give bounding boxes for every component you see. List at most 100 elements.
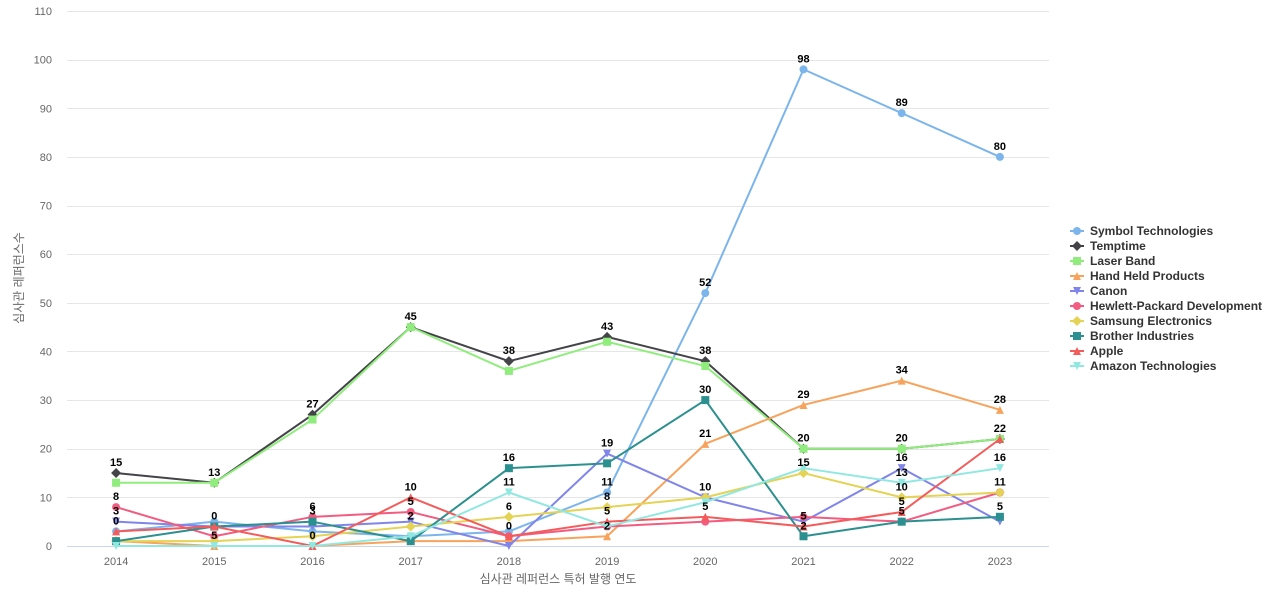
legend-item-hand-held-products[interactable]: Hand Held Products xyxy=(1070,269,1205,283)
data-point[interactable] xyxy=(112,478,121,487)
legend-symbol[interactable] xyxy=(1073,272,1081,280)
data-point[interactable] xyxy=(406,323,415,332)
data-point[interactable] xyxy=(897,478,906,487)
legend-symbol[interactable] xyxy=(1073,362,1081,370)
legend-item-canon[interactable]: Canon xyxy=(1070,284,1127,298)
data-point[interactable] xyxy=(504,532,513,541)
data-point[interactable] xyxy=(405,521,416,532)
data-point[interactable] xyxy=(603,337,612,346)
data-point[interactable] xyxy=(112,537,121,546)
data-label: 45 xyxy=(405,311,417,323)
legend-symbol[interactable] xyxy=(1073,287,1081,295)
legend-symbol[interactable] xyxy=(1073,227,1081,235)
data-point[interactable] xyxy=(603,522,612,531)
data-point[interactable] xyxy=(701,362,710,371)
series-samsung-electronics[interactable] xyxy=(111,468,1005,547)
legend-item-brother-industries[interactable]: Brother Industries xyxy=(1070,329,1194,343)
legend-symbol[interactable] xyxy=(1073,347,1081,355)
data-point[interactable] xyxy=(602,502,613,513)
data-label: 2 xyxy=(604,520,610,532)
data-point[interactable] xyxy=(799,532,808,541)
data-point[interactable] xyxy=(308,542,317,550)
legend-item-samsung-electronics[interactable]: Samsung Electronics xyxy=(1070,314,1212,328)
x-axis-title: 심사관 레퍼런스 특허 발행 연도 xyxy=(480,571,637,586)
data-point[interactable] xyxy=(897,444,906,453)
data-point[interactable] xyxy=(799,512,808,521)
data-point[interactable] xyxy=(701,512,710,521)
data-point[interactable] xyxy=(112,503,121,512)
data-point[interactable] xyxy=(112,542,121,550)
legend-item-laser-band[interactable]: Laser Band xyxy=(1070,254,1155,268)
data-point[interactable] xyxy=(995,405,1004,414)
data-point[interactable] xyxy=(504,366,513,375)
legend-symbol[interactable] xyxy=(1072,241,1082,251)
data-point[interactable] xyxy=(406,537,415,546)
series-laser-band[interactable] xyxy=(112,323,1004,487)
data-point[interactable] xyxy=(896,492,907,503)
legend-symbol[interactable] xyxy=(1073,257,1081,265)
data-point[interactable] xyxy=(210,542,219,550)
data-point[interactable] xyxy=(995,435,1004,443)
legend-item-symbol-technologies[interactable]: Symbol Technologies xyxy=(1070,224,1213,238)
legend-item-hewlett-packard-development[interactable]: Hewlett-Packard Development xyxy=(1070,299,1262,313)
data-point[interactable] xyxy=(210,478,219,487)
data-point[interactable] xyxy=(504,542,513,550)
data-point[interactable] xyxy=(798,468,809,479)
data-point[interactable] xyxy=(897,517,906,526)
data-point[interactable] xyxy=(995,464,1004,473)
series-symbol-technologies[interactable] xyxy=(112,65,1004,541)
data-point[interactable] xyxy=(406,507,415,516)
data-point[interactable] xyxy=(701,289,710,298)
data-point[interactable] xyxy=(995,152,1004,161)
data-point[interactable] xyxy=(897,507,906,516)
data-point[interactable] xyxy=(701,498,710,507)
data-point[interactable] xyxy=(994,487,1005,498)
data-label: 22 xyxy=(994,423,1006,435)
series-apple[interactable] xyxy=(112,435,1004,550)
data-point[interactable] xyxy=(799,400,808,409)
data-point[interactable] xyxy=(210,522,219,531)
data-point[interactable] xyxy=(308,517,317,526)
data-point[interactable] xyxy=(503,356,514,367)
grid-lines xyxy=(67,11,1049,498)
data-point[interactable] xyxy=(897,109,906,118)
legend-item-amazon-technologies[interactable]: Amazon Technologies xyxy=(1070,359,1217,373)
data-point[interactable] xyxy=(799,444,808,453)
series-brother-industries[interactable] xyxy=(112,396,1004,546)
data-point[interactable] xyxy=(503,511,514,522)
data-point[interactable] xyxy=(406,493,415,502)
data-point[interactable] xyxy=(603,532,612,541)
data-point[interactable] xyxy=(307,531,318,542)
data-point[interactable] xyxy=(112,527,121,536)
data-label: 3 xyxy=(113,506,119,518)
data-point[interactable] xyxy=(504,488,513,497)
data-point[interactable] xyxy=(603,459,612,468)
data-point[interactable] xyxy=(112,517,121,526)
data-point[interactable] xyxy=(799,464,808,473)
data-point[interactable] xyxy=(995,512,1004,521)
data-point[interactable] xyxy=(701,396,710,405)
data-point[interactable] xyxy=(799,65,808,74)
data-label: 6 xyxy=(309,501,315,513)
data-point[interactable] xyxy=(897,464,906,473)
legend-symbol[interactable] xyxy=(1073,302,1081,310)
series-amazon-technologies[interactable] xyxy=(112,464,1004,550)
data-point[interactable] xyxy=(603,449,612,458)
y-tick-label: 60 xyxy=(40,249,52,261)
data-point[interactable] xyxy=(701,439,710,448)
data-point[interactable] xyxy=(799,522,808,531)
legend-item-apple[interactable]: Apple xyxy=(1070,344,1124,358)
legend-symbol[interactable] xyxy=(1072,316,1082,326)
data-point[interactable] xyxy=(308,415,317,424)
data-point[interactable] xyxy=(406,532,415,541)
series-canon[interactable] xyxy=(112,449,1004,550)
data-point[interactable] xyxy=(111,468,122,479)
data-point[interactable] xyxy=(504,464,513,473)
legend-symbol[interactable] xyxy=(1073,332,1081,340)
data-point[interactable] xyxy=(603,488,612,497)
data-point[interactable] xyxy=(897,376,906,385)
legend-item-temptime[interactable]: Temptime xyxy=(1070,239,1146,253)
legend-label: Laser Band xyxy=(1090,254,1155,268)
